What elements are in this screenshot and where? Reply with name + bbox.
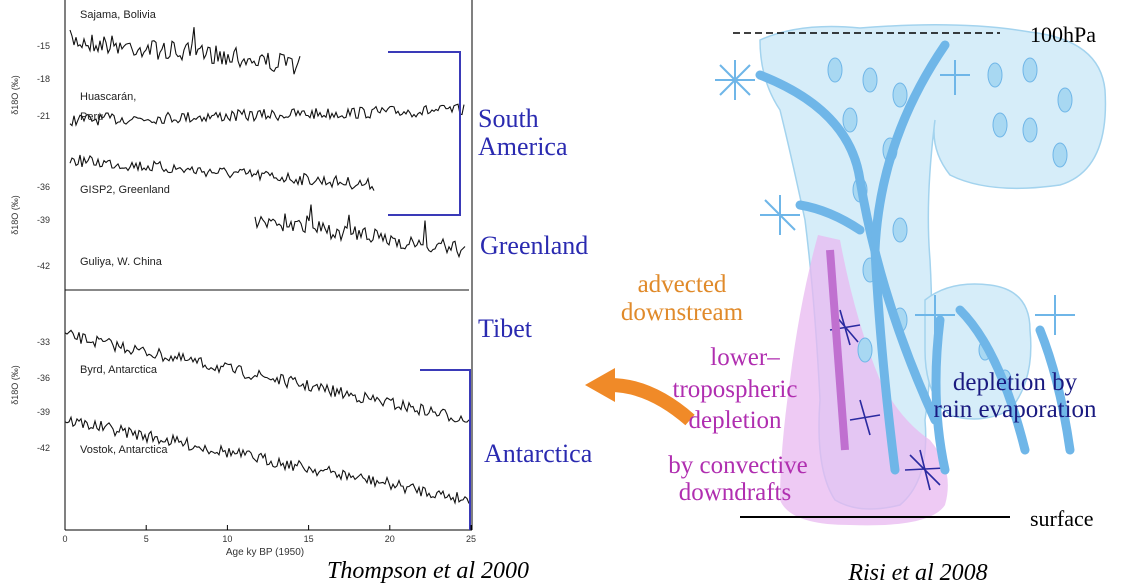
depletion-label: depletion — [688, 407, 782, 434]
rain-label: rain evaporation — [933, 396, 1097, 423]
level-label: 100hPa — [1030, 22, 1096, 47]
trace — [255, 205, 465, 257]
x-tick-label: 15 — [304, 534, 314, 544]
region-label: Tibet — [478, 314, 533, 343]
y-axis-label: δ18O (‰) — [10, 75, 20, 115]
advection-arrow-head — [585, 368, 615, 402]
region-label: Antarctica — [484, 439, 593, 468]
trace — [70, 104, 464, 125]
antarctica-bracket — [420, 370, 470, 530]
caption: Thompson et al 2000 — [327, 558, 529, 584]
caption: Risi et al 2008 — [847, 560, 987, 584]
trace — [65, 417, 469, 503]
record-label: Huascarán, — [80, 91, 136, 103]
record-label: Guliya, W. China — [80, 256, 163, 268]
x-tick-label: 25 — [466, 534, 476, 544]
depletion-label: tropospheric — [673, 376, 798, 403]
y-tick-label: -39 — [37, 407, 50, 417]
record-label: GISP2, Greenland — [80, 184, 170, 196]
y-axis-label: δ18O (‰) — [10, 195, 20, 235]
x-tick-label: 20 — [385, 534, 395, 544]
record-label: Peru — [80, 111, 103, 123]
y-tick-label: -21 — [37, 111, 50, 121]
y-tick-label: -15 — [37, 41, 50, 51]
x-axis-label: Age ky BP (1950) — [226, 547, 304, 558]
depletion-label: lower– — [710, 344, 780, 371]
region-label: Greenland — [480, 231, 588, 260]
y-tick-label: -36 — [37, 373, 50, 383]
depletion-label: downdrafts — [679, 479, 791, 506]
y-tick-label: -18 — [37, 74, 50, 84]
y-tick-label: -42 — [37, 261, 50, 271]
y-tick-label: -42 — [37, 443, 50, 453]
x-tick-label: 10 — [222, 534, 232, 544]
record-label: Vostok, Antarctica — [80, 444, 168, 456]
x-tick-label: 5 — [144, 534, 149, 544]
level-label: surface — [1030, 506, 1094, 531]
south-america-bracket — [388, 52, 460, 215]
y-tick-label: -33 — [37, 337, 50, 347]
region-label: America — [478, 132, 568, 161]
advected-label: advected — [638, 271, 727, 298]
rain-label: depletion by — [953, 369, 1078, 396]
depletion-label: by convective — [668, 452, 808, 479]
advected-label: downstream — [621, 299, 744, 326]
record-label: Byrd, Antarctica — [80, 364, 158, 376]
figure: Sajama, Bolivia Huascarán, Peru GISP2, Gree… — [0, 0, 1135, 584]
record-label: Sajama, Bolivia — [80, 9, 157, 21]
x-tick-label: 0 — [62, 534, 67, 544]
y-tick-label: -36 — [37, 182, 50, 192]
y-tick-label: -39 — [37, 215, 50, 225]
trace — [65, 330, 469, 422]
y-axis-label: δ18O (‰) — [10, 365, 20, 405]
trace — [70, 27, 300, 74]
region-label: South — [478, 104, 539, 133]
